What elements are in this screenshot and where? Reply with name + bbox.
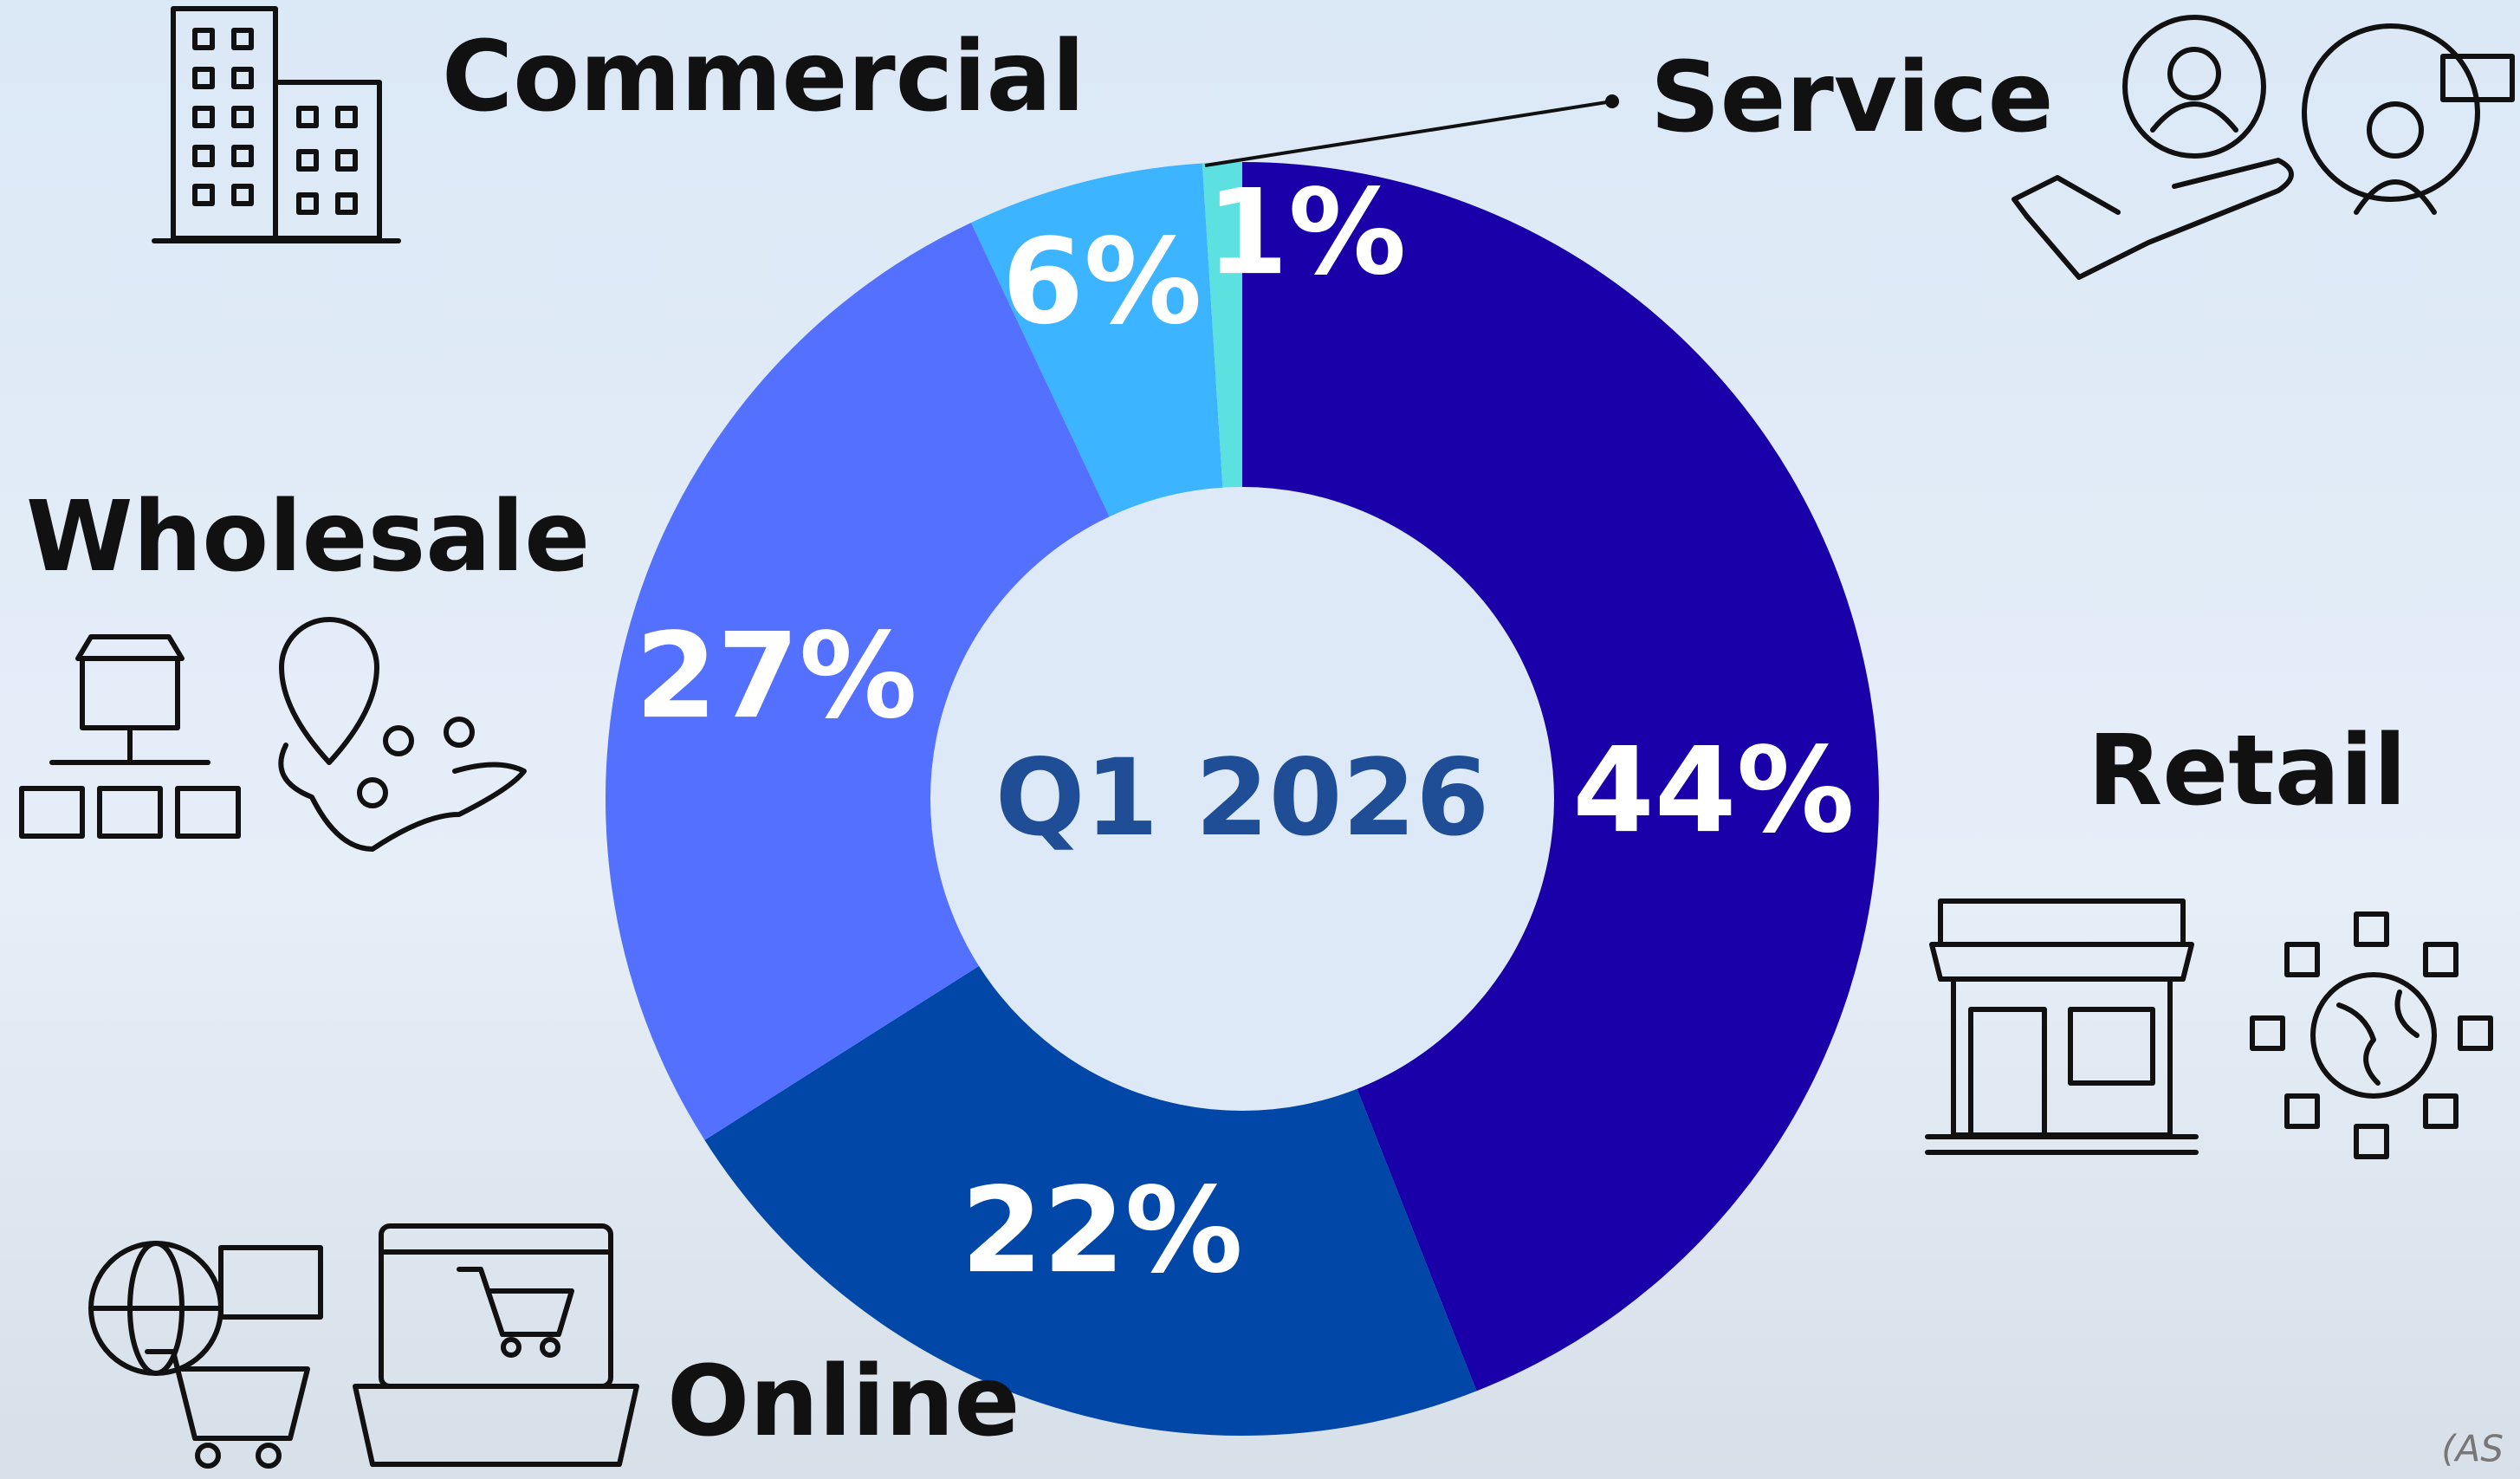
online-icon <box>88 1223 639 1469</box>
donut-segment <box>1202 162 1242 490</box>
data-label: 22% <box>961 1163 1243 1300</box>
leader-dot <box>1605 94 1619 108</box>
category-label: Service <box>1650 42 2054 154</box>
data-label: 1% <box>1207 165 1407 302</box>
category-label: Commercial <box>442 21 1085 133</box>
category-label: Retail <box>2088 715 2407 827</box>
donut-segment <box>704 964 1477 1436</box>
data-label: 6% <box>1002 214 1202 351</box>
data-label: 44% <box>1572 723 1855 860</box>
center-label: Q1 2026 <box>995 736 1490 860</box>
wholesale-icon <box>19 617 527 852</box>
donut-segment <box>971 163 1223 519</box>
donut <box>606 162 1880 1436</box>
service-icon <box>2011 15 2515 280</box>
category-label: Wholesale <box>26 481 590 594</box>
commercial-icon <box>152 6 401 243</box>
footnote: (AS <box>2441 1428 2504 1470</box>
donut-hole <box>930 487 1554 1111</box>
donut-segment <box>1242 162 1880 1391</box>
category-label: Online <box>667 1346 1020 1458</box>
retail-icon <box>1925 898 2493 1159</box>
leader-line <box>1204 100 1613 167</box>
data-label: 27% <box>635 608 917 745</box>
donut-segment <box>606 222 1111 1140</box>
